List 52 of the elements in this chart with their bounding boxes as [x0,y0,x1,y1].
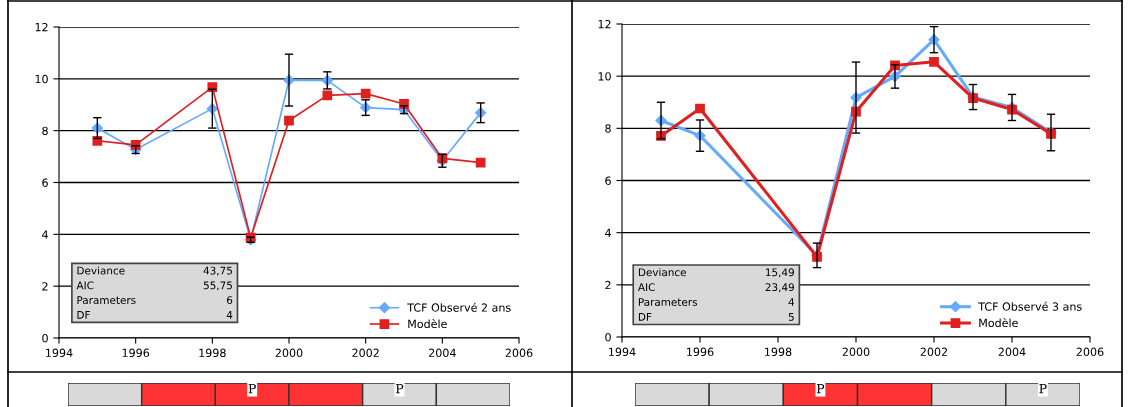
annotation: AIC [637,283,655,292]
annotation: 23,49 [765,283,794,293]
annotation: Parameters [77,296,136,305]
y-tick-label: 12 [598,19,611,29]
text: P [1039,384,1047,394]
annotation: DF [77,311,90,319]
x-tick-label: 2002 [920,347,948,357]
y-tick-label: 0 [605,332,611,342]
y-tick-label: 8 [42,126,48,136]
x-tick-label: 2000 [842,347,870,357]
x-tick-label: 1996 [122,348,150,358]
annotation: 15,49 [766,268,794,278]
y-tick-label: 8 [605,124,611,133]
x-tick-label: 1996 [687,347,714,357]
legend-label: Modèle [408,319,447,329]
legend-label: TCF Observé 2 ans [407,302,511,312]
annotation: 55,75 [203,281,232,291]
y-tick-label: 6 [42,178,48,187]
annotation: Deviance [638,268,686,277]
annotation: DF [638,313,652,321]
annotation: Parameters [638,298,698,306]
legend-label: Modèle [979,318,1018,328]
y-tick-label: 4 [42,230,48,239]
annotation: AIC [76,281,94,290]
y-tick-label: 10 [35,74,48,84]
y-tick-label: 2 [605,280,611,290]
text: P [248,384,256,394]
annotation: 6 [226,296,233,305]
text: P [816,384,825,394]
x-tick-label: 2002 [352,348,379,358]
annotation: 43,75 [203,266,232,276]
x-tick-label: 1994 [609,347,636,357]
legend-label: TCF Observé 3 ans [978,301,1082,311]
x-tick-label: 1994 [46,348,73,358]
annotation: 4 [226,311,233,319]
y-tick-label: 6 [605,176,611,185]
annotation: 5 [788,313,794,321]
x-tick-label: 2006 [1076,347,1104,357]
x-tick-label: 2004 [429,348,456,358]
annotation: Deviance [77,266,125,275]
y-tick-label: 0 [42,333,48,343]
x-tick-label: 1998 [199,348,226,358]
x-tick-label: 2004 [998,347,1026,357]
y-tick-label: 12 [35,22,48,32]
x-tick-label: 1998 [765,347,792,357]
annotation: 4 [788,298,795,306]
text: P [395,384,404,394]
x-tick-label: 2006 [505,348,533,358]
y-tick-label: 10 [598,72,611,81]
x-tick-label: 2000 [275,348,303,358]
y-tick-label: 2 [42,282,48,291]
y-tick-label: 4 [605,228,611,237]
